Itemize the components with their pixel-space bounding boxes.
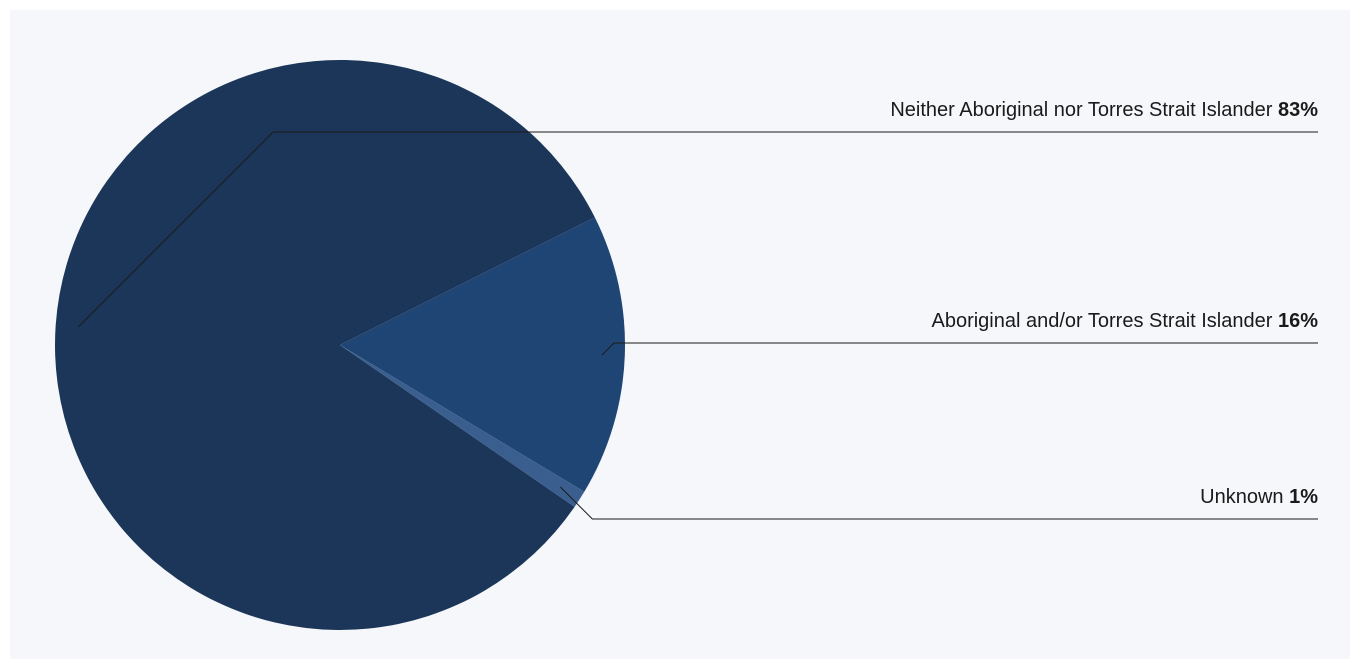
slice-label: Unknown 1%: [1200, 486, 1318, 508]
pie-slice: [340, 217, 625, 492]
value-label: 16%: [1278, 310, 1318, 332]
category-name: Neither Aboriginal nor Torres Strait Isl…: [890, 99, 1272, 121]
value-label: 1%: [1289, 486, 1318, 508]
slice-label: Aboriginal and/or Torres Strait Islander…: [931, 310, 1318, 332]
pie-slice: [340, 345, 585, 507]
category-name: Unknown: [1200, 486, 1283, 508]
value-label: 83%: [1278, 99, 1318, 121]
leader-line: [78, 131, 1318, 328]
pie-slice: [55, 60, 595, 630]
leader-line: [560, 486, 1318, 520]
slice-label: Neither Aboriginal nor Torres Strait Isl…: [890, 99, 1318, 121]
leader-line: [601, 342, 1318, 356]
category-name: Aboriginal and/or Torres Strait Islander: [931, 310, 1272, 332]
